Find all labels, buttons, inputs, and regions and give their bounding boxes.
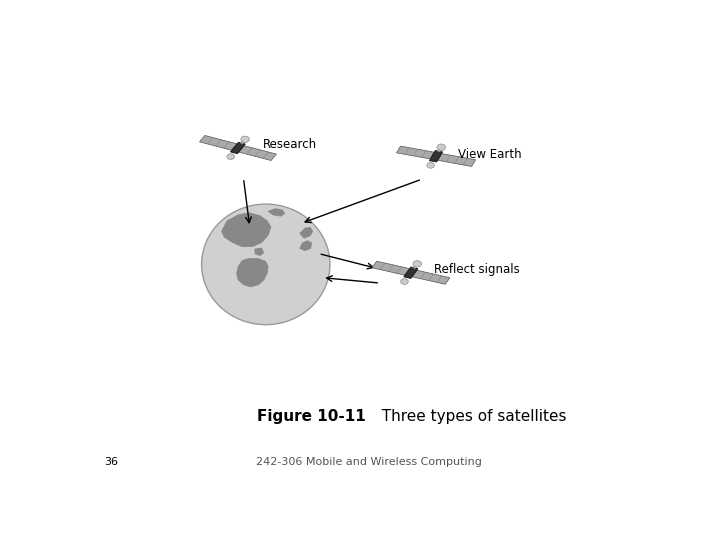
Polygon shape	[438, 153, 476, 166]
Polygon shape	[221, 212, 271, 247]
Text: Reflect signals: Reflect signals	[434, 263, 520, 276]
Polygon shape	[199, 136, 237, 150]
Polygon shape	[397, 146, 434, 159]
Ellipse shape	[240, 136, 249, 143]
Text: Three types of satellites: Three types of satellites	[372, 409, 567, 424]
Text: View Earth: View Earth	[459, 148, 522, 161]
Text: Figure 10-11: Figure 10-11	[258, 409, 366, 424]
Polygon shape	[372, 261, 410, 275]
Polygon shape	[300, 227, 313, 239]
Ellipse shape	[227, 154, 235, 159]
Ellipse shape	[400, 279, 408, 285]
Polygon shape	[413, 270, 450, 284]
Text: 36: 36	[104, 457, 118, 467]
Polygon shape	[240, 140, 245, 144]
Text: 242-306 Mobile and Wireless Computing: 242-306 Mobile and Wireless Computing	[256, 457, 482, 467]
Polygon shape	[267, 208, 285, 217]
Ellipse shape	[437, 144, 446, 150]
Polygon shape	[300, 240, 312, 251]
Polygon shape	[413, 265, 418, 268]
Polygon shape	[230, 142, 246, 154]
Polygon shape	[236, 258, 269, 287]
Ellipse shape	[427, 163, 434, 168]
Polygon shape	[239, 146, 276, 160]
Polygon shape	[437, 148, 441, 152]
Text: Research: Research	[263, 138, 317, 151]
Polygon shape	[404, 267, 418, 279]
Polygon shape	[255, 248, 264, 256]
Polygon shape	[429, 151, 443, 162]
Ellipse shape	[202, 204, 330, 325]
Ellipse shape	[413, 261, 421, 267]
